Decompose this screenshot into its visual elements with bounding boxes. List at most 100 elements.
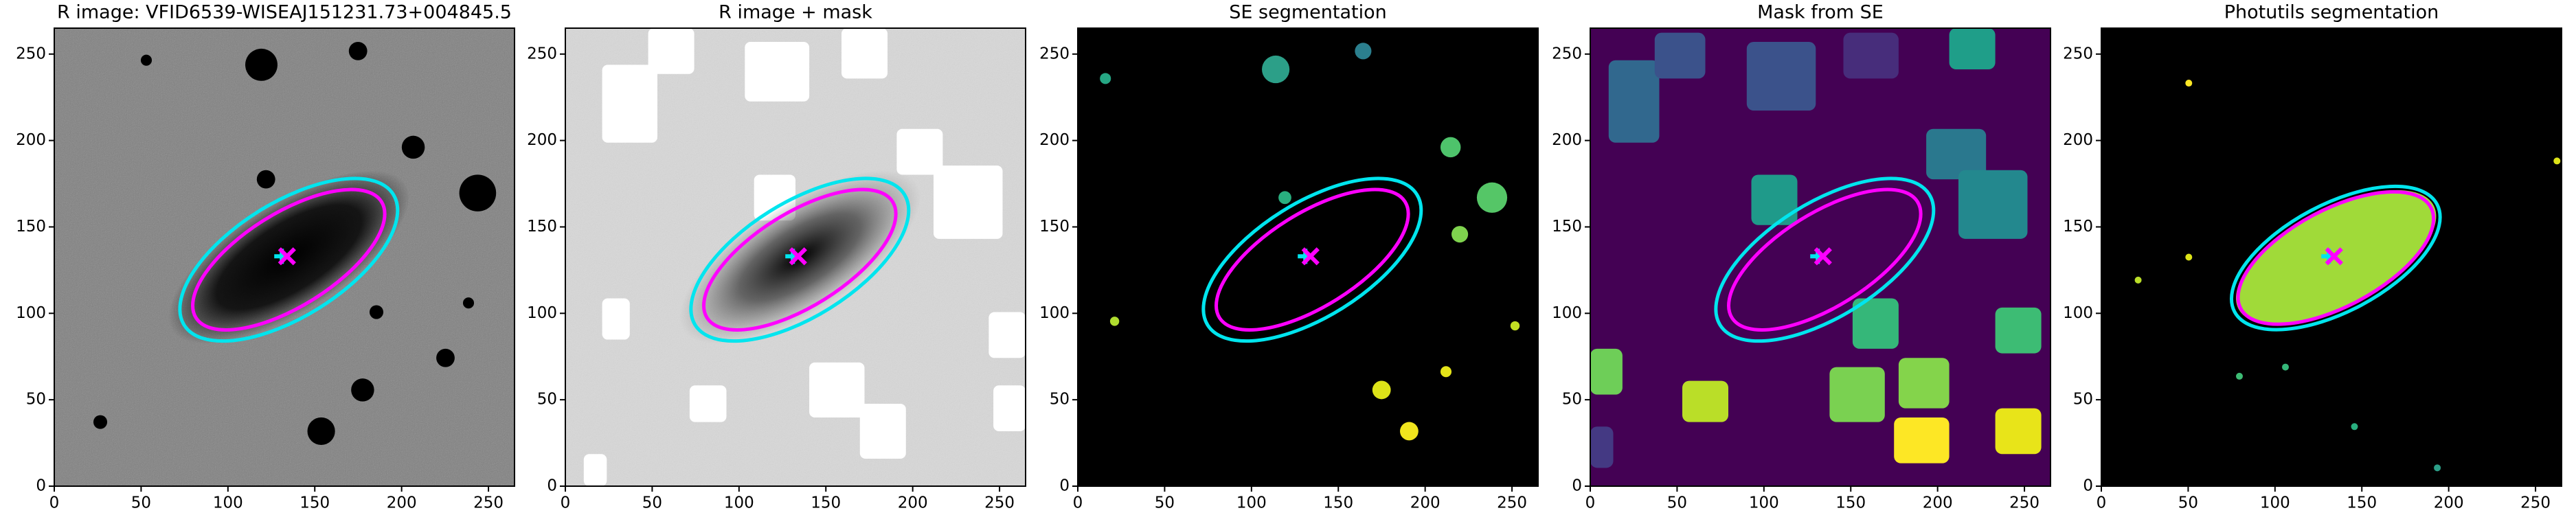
x-tick-label: 0 (1585, 494, 1596, 512)
x-tick-label: 100 (213, 494, 243, 512)
mask-region (1682, 380, 1728, 422)
segment (1278, 191, 1291, 205)
panel-title: SE segmentation (1229, 2, 1386, 23)
center-marker (1814, 247, 1832, 266)
axes-frame (1077, 27, 1539, 487)
segment (1372, 380, 1391, 400)
mask-region (841, 28, 888, 79)
x-tick-label: 50 (1155, 494, 1175, 512)
x-tick-label: 250 (2520, 494, 2551, 512)
star (348, 41, 368, 60)
mask-region (745, 42, 810, 102)
x-tick-label: 200 (898, 494, 928, 512)
mask-region (583, 454, 607, 486)
y-tick-label: 50 (1562, 391, 1582, 409)
axes-frame (2101, 27, 2562, 487)
x-tick-label: 200 (1410, 494, 1440, 512)
segment (2282, 363, 2289, 371)
mask-region (1995, 307, 2042, 354)
panel-title: Mask from SE (1757, 2, 1884, 23)
image-panel (2101, 28, 2562, 486)
x-tick-label: 50 (642, 494, 662, 512)
segment (2134, 276, 2142, 284)
x-tick-label: 250 (473, 494, 504, 512)
y-tick-label: 0 (547, 477, 557, 495)
segment (1355, 43, 1372, 60)
y-tick-label: 150 (1039, 218, 1070, 236)
x-tick-label: 0 (49, 494, 60, 512)
image-content (1590, 28, 2042, 468)
mask-region (1590, 348, 1623, 395)
y-tick-label: 250 (527, 45, 557, 62)
segment (1109, 317, 1120, 326)
y-tick-label: 100 (16, 304, 46, 322)
mask-region (934, 165, 1003, 239)
segment (2434, 464, 2441, 472)
aperture-ellipse (702, 187, 898, 332)
panel-title: Photutils segmentation (2224, 2, 2439, 23)
mask-region (602, 65, 657, 143)
y-tick-label: 50 (1050, 391, 1070, 409)
segment (2185, 253, 2193, 261)
x-tick-label: 50 (2178, 494, 2198, 512)
mask-region (1843, 32, 1899, 79)
aperture-ellipse (178, 176, 400, 343)
mask-region (993, 385, 1026, 431)
star (462, 297, 475, 309)
image-panel (1078, 28, 1538, 486)
image-content (1100, 43, 1520, 441)
x-tick-label: 100 (1236, 494, 1267, 512)
y-tick-label: 0 (2083, 477, 2093, 495)
y-tick-label: 0 (36, 477, 46, 495)
y-tick-label: 250 (16, 45, 46, 62)
y-tick-label: 150 (16, 218, 46, 236)
y-tick-label: 200 (527, 131, 557, 149)
aperture-ellipse (2229, 184, 2442, 332)
mask-region (602, 298, 630, 340)
mask-region (1746, 42, 1816, 111)
x-tick-label: 0 (2097, 494, 2107, 512)
mask-region (1894, 417, 1950, 464)
mask-region (1852, 298, 1899, 349)
mask-region (1958, 170, 2028, 239)
y-tick-label: 150 (527, 218, 557, 236)
center-marker (1301, 247, 1320, 266)
y-tick-label: 250 (1552, 45, 1582, 62)
segment (1440, 366, 1452, 378)
mask-region (1949, 28, 1996, 70)
x-tick-label: 100 (724, 494, 754, 512)
axes-frame (54, 27, 515, 487)
aperture-ellipse (1727, 187, 1923, 332)
panel-title: R image: VFID6539-WISEAJ151231.73+004845… (57, 2, 512, 23)
y-tick-label: 50 (26, 391, 46, 409)
y-tick-label: 250 (2063, 45, 2093, 62)
aperture-ellipse (1714, 176, 1936, 343)
segment (1100, 73, 1111, 84)
y-tick-label: 150 (2063, 218, 2093, 236)
star (351, 378, 374, 402)
x-tick-label: 150 (300, 494, 330, 512)
star (256, 170, 275, 189)
segment (1510, 321, 1520, 331)
aperture-ellipse (689, 176, 911, 343)
panel-title: R image + mask (719, 2, 872, 23)
star (369, 305, 384, 319)
x-tick-label: 250 (2009, 494, 2040, 512)
mask-region (988, 312, 1026, 358)
segment (1451, 226, 1469, 243)
image-panel (54, 28, 515, 486)
mask-region (1590, 426, 1614, 468)
segment (2185, 80, 2193, 87)
axes-frame (1590, 27, 2051, 487)
y-tick-label: 200 (16, 131, 46, 149)
image-panel (565, 28, 1026, 486)
x-tick-label: 150 (1835, 494, 1866, 512)
y-tick-label: 200 (1552, 131, 1582, 149)
segment (1476, 182, 1508, 213)
y-tick-label: 0 (1572, 477, 1582, 495)
mask-region (1751, 174, 1798, 225)
image-content (565, 28, 1026, 486)
segment (2553, 157, 2561, 165)
y-tick-label: 100 (1552, 304, 1582, 322)
